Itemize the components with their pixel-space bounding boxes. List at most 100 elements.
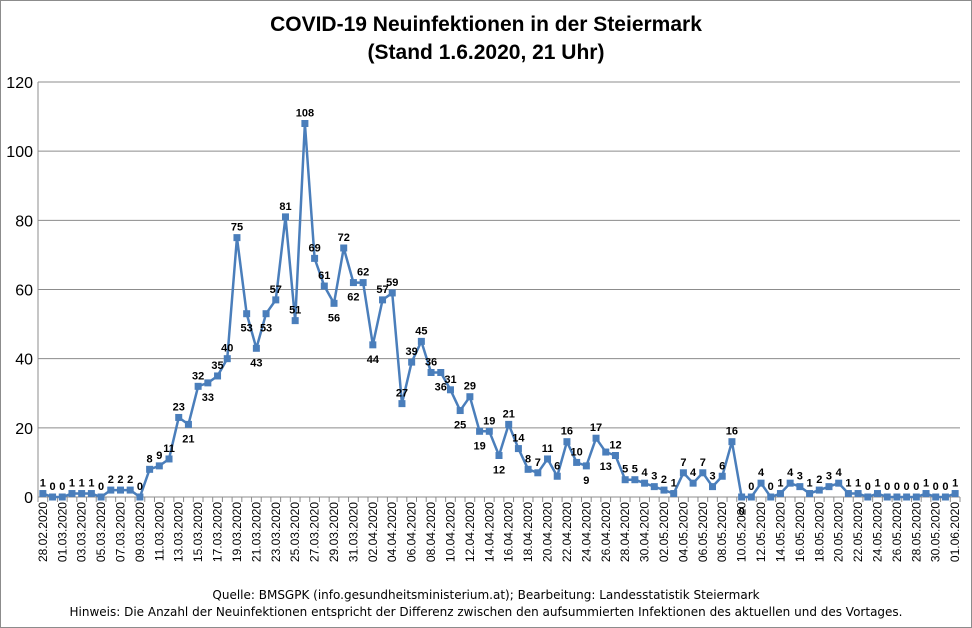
data-label: 0 (865, 481, 871, 493)
data-label: 62 (347, 292, 359, 304)
x-tick-label: 20.05.2020 (832, 502, 846, 562)
data-label: 36 (435, 382, 447, 394)
x-tick-label: 17.03.2020 (211, 502, 225, 562)
x-tick-label: 01.06.2020 (948, 502, 962, 562)
data-point (874, 490, 882, 498)
data-point (281, 213, 289, 221)
data-label: 2 (127, 474, 133, 486)
data-point (39, 490, 47, 498)
data-label: 0 (49, 481, 55, 493)
data-label: 53 (241, 323, 253, 335)
data-point (408, 358, 416, 366)
data-point (49, 493, 57, 501)
x-tick-label: 21.03.2020 (249, 502, 263, 562)
chart-title: COVID-19 Neuinfektionen in der Steiermar… (270, 13, 702, 36)
data-label: 0 (59, 481, 65, 493)
data-label: 19 (473, 440, 485, 452)
y-tick-label: 80 (15, 213, 33, 230)
data-point (456, 407, 464, 415)
y-tick-label: 120 (6, 75, 33, 92)
data-point (349, 279, 357, 287)
data-point (553, 472, 561, 480)
data-label: 32 (192, 370, 204, 382)
y-tick-label: 100 (6, 144, 33, 161)
data-label: 8 (147, 453, 153, 465)
x-tick-label: 28.02.2020 (36, 502, 50, 562)
x-tick-label: 31.03.2020 (346, 502, 360, 562)
data-label: 108 (296, 108, 314, 120)
data-point (369, 341, 377, 349)
data-point (786, 479, 794, 487)
x-tick-label: 19.03.2020 (230, 502, 244, 562)
x-tick-label: 13.03.2020 (172, 502, 186, 562)
data-point (903, 493, 911, 501)
data-point (825, 483, 833, 491)
data-label: 14 (512, 433, 525, 445)
x-tick-label: 01.03.2020 (55, 502, 69, 562)
data-point (97, 493, 105, 501)
data-label: 0 (137, 481, 143, 493)
data-label: 11 (542, 443, 554, 455)
data-label: 1 (79, 478, 85, 490)
x-tick-label: 28.04.2020 (618, 502, 632, 562)
data-point (738, 493, 746, 501)
data-point (78, 490, 86, 498)
data-label: 2 (117, 474, 123, 486)
data-label: 57 (376, 284, 388, 296)
x-tick-label: 27.03.2020 (308, 502, 322, 562)
data-label: 39 (406, 346, 418, 358)
data-point (330, 299, 338, 307)
y-tick-label: 0 (24, 490, 33, 507)
data-label: 0 (768, 481, 774, 493)
data-point (398, 400, 406, 408)
data-label: 72 (338, 232, 350, 244)
data-point (155, 462, 163, 470)
data-label: 35 (211, 360, 223, 372)
data-label: 0 (904, 481, 910, 493)
data-point (699, 469, 707, 477)
data-label: 2 (108, 474, 114, 486)
data-label: 56 (328, 312, 340, 324)
data-label: 11 (163, 443, 175, 455)
data-label: 5 (622, 464, 628, 476)
data-point (233, 234, 241, 242)
data-point (58, 493, 66, 501)
data-point (893, 493, 901, 501)
data-label: 4 (836, 467, 843, 479)
data-label: 7 (535, 457, 541, 469)
data-label: 8 (525, 453, 531, 465)
x-tick-label: 12.05.2020 (754, 502, 768, 562)
chart-subtitle: (Stand 1.6.2020, 21 Uhr) (367, 41, 605, 64)
data-label: 1 (40, 478, 46, 490)
data-point (650, 483, 658, 491)
series-line (42, 122, 956, 499)
data-point (844, 490, 852, 498)
data-point (835, 479, 843, 487)
data-label: 1 (952, 478, 958, 490)
data-label: 0 (98, 481, 104, 493)
x-tick-label: 12.04.2020 (463, 502, 477, 562)
data-point (514, 445, 522, 453)
data-point (757, 479, 765, 487)
data-point (922, 490, 930, 498)
data-point (767, 493, 775, 501)
data-point (107, 486, 115, 494)
x-tick-label: 20.04.2020 (541, 502, 555, 562)
data-point (670, 490, 678, 498)
data-point (214, 372, 222, 380)
data-point (806, 490, 814, 498)
data-point (359, 279, 367, 287)
data-label: 0 (748, 481, 754, 493)
data-point (611, 452, 619, 459)
data-label: 1 (807, 478, 813, 490)
data-label: 6 (719, 460, 725, 472)
data-label: 9 (583, 475, 589, 487)
x-tick-label: 10.05.2020 (735, 502, 749, 562)
data-point (641, 479, 649, 487)
data-point (544, 455, 552, 463)
data-label: 13 (600, 461, 612, 473)
x-tick-label: 30.04.2020 (638, 502, 652, 562)
y-tick-label: 40 (15, 352, 33, 369)
data-point (446, 386, 454, 394)
data-label: 27 (396, 388, 408, 400)
